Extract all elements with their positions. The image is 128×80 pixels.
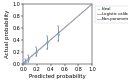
- Legend: Ideal, Logistic calibration, Non-parametric: Ideal, Logistic calibration, Non-paramet…: [95, 6, 128, 23]
- Y-axis label: Actual probability: Actual probability: [5, 10, 10, 58]
- X-axis label: Predicted probability: Predicted probability: [29, 74, 86, 79]
